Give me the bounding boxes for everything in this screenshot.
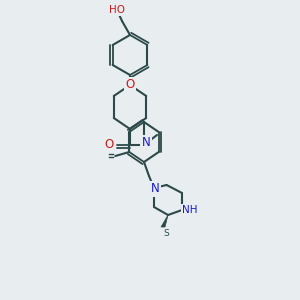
- Text: HO: HO: [109, 5, 125, 15]
- Text: O: O: [104, 139, 114, 152]
- Text: N: N: [142, 136, 150, 149]
- Polygon shape: [161, 215, 168, 227]
- Text: O: O: [125, 79, 135, 92]
- Text: S: S: [163, 229, 169, 238]
- Text: N: N: [151, 182, 159, 196]
- Text: NH: NH: [182, 205, 198, 215]
